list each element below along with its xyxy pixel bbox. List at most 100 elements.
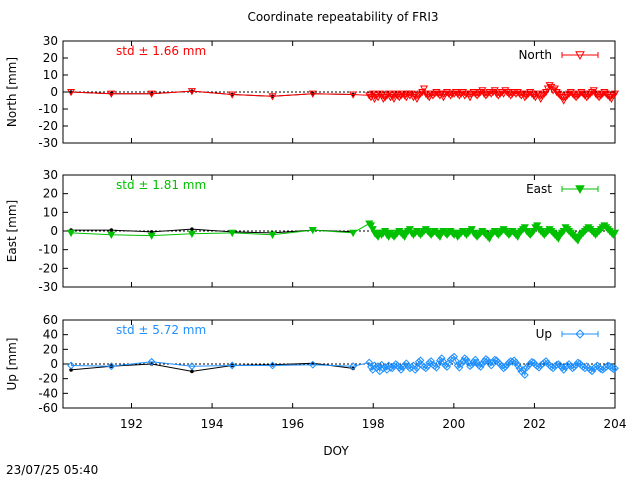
y-tick-label: -30 (38, 280, 58, 294)
series-point (268, 231, 277, 239)
y-tick-label: 20 (43, 51, 58, 65)
series-point (377, 360, 386, 369)
series-point (390, 362, 398, 371)
series-point (589, 87, 598, 95)
series-point (517, 367, 526, 376)
series-point (458, 88, 467, 97)
series-point (577, 88, 586, 97)
series-point (427, 357, 436, 365)
series-point (524, 361, 533, 370)
series-point (476, 363, 485, 371)
series-point (367, 363, 375, 371)
y-tick-label: 0 (50, 85, 58, 99)
std-label: std ± 5.72 mm (116, 323, 206, 337)
series-point (603, 92, 612, 100)
series-point (572, 360, 581, 369)
series-point (188, 362, 196, 371)
series-point (570, 363, 579, 371)
y-tick-label: -10 (38, 243, 58, 257)
y-tick-label: 20 (43, 187, 58, 201)
series-point (147, 232, 156, 240)
series-point (67, 88, 76, 97)
y-axis-label: Up [mm] (5, 338, 19, 391)
y-tick-label: 0 (50, 224, 58, 238)
series-point (268, 93, 277, 101)
series-point (466, 362, 474, 371)
series-point (308, 227, 317, 235)
series-point (388, 364, 397, 373)
series-point (384, 90, 393, 98)
daily-solution-point (149, 362, 154, 366)
x-tick-label: 194 (201, 417, 224, 431)
panels: 30 20 10 0 -10 -20 -30 North [mm] std ± 1.66 mm N… (5, 34, 626, 431)
series-point (107, 90, 116, 98)
series-point (503, 88, 512, 97)
x-tick-label: 192 (120, 417, 143, 431)
series-point (377, 92, 386, 100)
series-point (421, 90, 430, 98)
series-point (497, 88, 506, 97)
series-point (596, 365, 605, 374)
legend-marker (575, 51, 585, 61)
y-tick-label: 30 (43, 34, 58, 48)
series-point (459, 357, 467, 365)
series-point (421, 364, 430, 373)
series-point (506, 357, 515, 365)
series-point (556, 92, 565, 100)
chart-title: Coordinate repeatability of FRI3 (247, 10, 438, 24)
series-point (67, 229, 76, 238)
series-point (568, 364, 577, 373)
series-point (550, 85, 559, 93)
series-point (386, 363, 395, 372)
series-point (600, 88, 609, 97)
y-tick-label: -60 (38, 401, 58, 415)
legend-marker (575, 329, 585, 339)
series-point (107, 231, 116, 239)
y-tick-label: 20 (43, 342, 58, 356)
series-point (187, 88, 196, 96)
series-point (436, 356, 444, 365)
series-point (520, 371, 529, 379)
series-point (515, 364, 524, 373)
series-point (432, 88, 441, 97)
panel-0: 30 20 10 0 -10 -20 -30 North [mm] std ± 1.66 mm N… (5, 34, 620, 150)
series-point (526, 88, 535, 97)
series-point (489, 357, 497, 366)
series-point (405, 226, 414, 234)
series-point (413, 363, 421, 372)
series-point (67, 361, 75, 370)
timestamp: 23/07/25 05:40 (6, 463, 98, 477)
series-point (588, 367, 596, 376)
y-axis-label: East [mm] (5, 200, 19, 262)
series-point (462, 355, 471, 364)
y-tick-label: -30 (38, 136, 58, 150)
daily-solution-point (190, 227, 194, 231)
series-point (308, 360, 317, 369)
series-point (402, 359, 411, 368)
series-point (308, 90, 317, 98)
series-point (469, 88, 478, 97)
std-label: std ± 1.81 mm (116, 178, 206, 192)
series-point (467, 226, 476, 234)
series-point (407, 90, 416, 98)
series-point (187, 230, 196, 239)
series-point (478, 360, 487, 368)
series-point (490, 87, 499, 95)
series-point (366, 222, 376, 230)
daily-solution-point (69, 368, 73, 372)
series-point (414, 357, 423, 366)
series-point (533, 90, 542, 98)
series-point (526, 360, 535, 368)
series-point (388, 92, 397, 100)
series-point (609, 365, 618, 374)
x-tick-label: 202 (523, 417, 546, 431)
series-point (147, 357, 156, 366)
series-point (349, 91, 358, 99)
series-point (554, 90, 563, 98)
series-point (349, 362, 358, 371)
series-point (107, 362, 116, 371)
daily-solution-point (351, 366, 355, 371)
series-point (419, 85, 429, 93)
series-point (513, 88, 522, 97)
